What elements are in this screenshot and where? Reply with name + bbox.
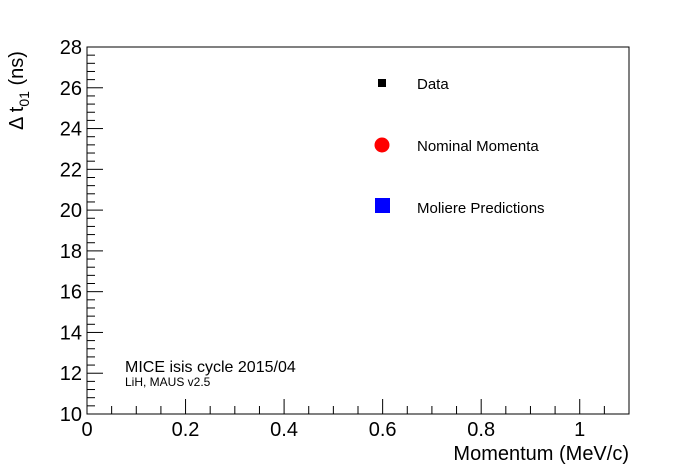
legend-marker-data [378, 79, 386, 87]
x-tick-label: 1 [574, 419, 585, 441]
legend-label-nominal-momenta: Nominal Momenta [417, 138, 539, 155]
y-axis-title-prefix: Δ t [6, 106, 28, 130]
y-tick-label: 28 [60, 37, 82, 59]
x-tick-label: 0.8 [467, 419, 495, 441]
x-axis-title: Momentum (MeV/c) [453, 443, 629, 465]
y-axis-title-suffix: (ns) [6, 51, 28, 91]
y-tick-label: 14 [60, 322, 82, 344]
y-tick-label: 24 [60, 119, 82, 141]
y-tick-label: 12 [60, 363, 82, 385]
legend-label-moliere-predictions: Moliere Predictions [417, 200, 545, 217]
legend-marker-nominal-momenta [374, 137, 390, 153]
y-tick-label: 22 [60, 159, 82, 181]
y-axis-tick-labels: 10 12 14 16 18 20 22 24 26 28 [60, 37, 82, 426]
y-tick-label: 20 [60, 200, 82, 222]
x-tick-label: 0 [81, 419, 92, 441]
y-tick-label: 26 [60, 78, 82, 100]
x-tick-label: 0.2 [172, 419, 200, 441]
x-tick-label: 0.4 [270, 419, 298, 441]
y-tick-label: 18 [60, 241, 82, 263]
y-tick-label: 10 [60, 404, 82, 426]
legend-marker-moliere-predictions [375, 198, 390, 213]
y-tick-label: 16 [60, 282, 82, 304]
x-axis-tick-labels: 0 0.2 0.4 0.6 0.8 1 [81, 419, 585, 441]
x-tick-label: 0.6 [369, 419, 397, 441]
annotation-sample: LiH, MAUS v2.5 [125, 375, 211, 389]
x-axis-ticks [86, 399, 630, 414]
y-axis-title-subscript: 01 [16, 91, 32, 107]
annotation-experiment: MICE isis cycle 2015/04 [125, 359, 296, 376]
y-axis-ticks [87, 46, 103, 415]
legend-label-data: Data [417, 76, 449, 93]
y-axis-title: Δ t01 (ns) [6, 51, 32, 130]
legend: Data Nominal Momenta Moliere Predictions [374, 76, 545, 217]
